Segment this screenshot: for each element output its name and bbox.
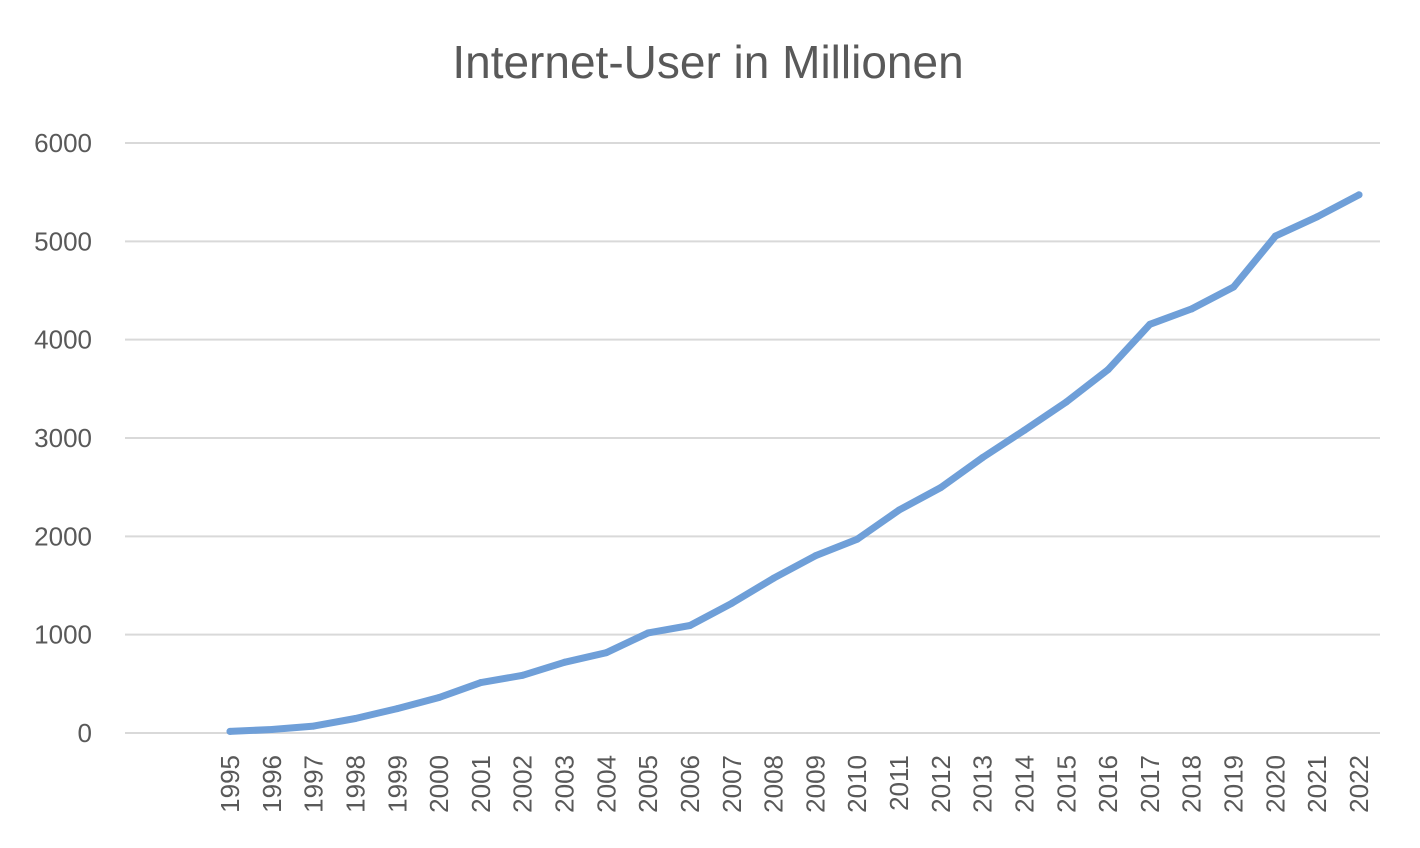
x-tick-label: 2021	[1302, 755, 1332, 813]
x-tick-label: 2015	[1051, 755, 1081, 813]
x-tick-label: 1998	[340, 755, 370, 813]
data-point	[1271, 232, 1279, 240]
x-tick-label: 2014	[1009, 755, 1039, 813]
y-tick-label: 5000	[34, 226, 92, 256]
x-tick-label: 2004	[591, 755, 621, 813]
x-tick-label: 2022	[1344, 755, 1374, 813]
x-tick-label: 2001	[466, 755, 496, 813]
data-point	[979, 453, 987, 461]
data-point	[351, 715, 359, 723]
chart-title: Internet-User in Millionen	[452, 36, 963, 88]
series	[226, 191, 1363, 735]
x-tick-label: 2011	[884, 755, 914, 811]
x-tick-label: 1996	[257, 755, 287, 813]
data-point	[561, 658, 569, 666]
y-tick-label: 0	[78, 718, 92, 748]
x-tick-label: 2017	[1135, 755, 1165, 813]
data-point	[268, 725, 276, 733]
x-tick-label: 2009	[800, 755, 830, 813]
data-point	[1146, 320, 1154, 328]
data-point	[811, 552, 819, 560]
data-point	[895, 506, 903, 514]
y-axis: 0 1000 2000 3000 4000 5000 6000	[34, 128, 92, 748]
y-tick-label: 1000	[34, 620, 92, 650]
x-tick-label: 2006	[675, 755, 705, 813]
data-point	[937, 483, 945, 491]
x-tick-label: 2012	[926, 755, 956, 813]
data-point	[1062, 398, 1070, 406]
y-tick-label: 3000	[34, 423, 92, 453]
y-tick-label: 6000	[34, 128, 92, 158]
data-point	[393, 705, 401, 713]
x-tick-label: 2005	[633, 755, 663, 813]
x-tick-label: 2008	[759, 755, 789, 813]
data-point	[1355, 191, 1363, 199]
data-point	[644, 629, 652, 637]
y-tick-label: 2000	[34, 521, 92, 551]
data-point	[728, 599, 736, 607]
x-tick-label: 1997	[299, 755, 329, 813]
data-point	[853, 535, 861, 543]
x-tick-label: 1995	[215, 755, 245, 813]
x-axis: 1995 1996 1997 1998 1999 2000 2001 2002 2003 2004…	[215, 755, 1374, 813]
data-point	[686, 622, 694, 630]
data-point	[477, 679, 485, 687]
x-tick-label: 2013	[968, 755, 998, 813]
x-tick-label: 2000	[424, 755, 454, 813]
x-tick-label: 2019	[1219, 755, 1249, 813]
x-tick-label: 2007	[717, 755, 747, 813]
data-point	[1230, 283, 1238, 291]
data-point	[1313, 213, 1321, 221]
x-tick-label: 2002	[508, 755, 538, 813]
data-point	[1104, 366, 1112, 374]
data-point	[1188, 305, 1196, 313]
data-point	[770, 574, 778, 582]
x-tick-label: 2016	[1093, 755, 1123, 813]
series-line	[226, 191, 1363, 735]
data-point	[1020, 426, 1028, 434]
y-tick-label: 4000	[34, 325, 92, 355]
x-tick-label: 2003	[550, 755, 580, 813]
x-tick-label: 2020	[1260, 755, 1290, 813]
data-point	[519, 671, 527, 679]
x-tick-label: 2018	[1177, 755, 1207, 813]
data-point	[435, 694, 443, 702]
x-tick-label: 1999	[382, 755, 412, 813]
gridlines	[125, 142, 1380, 734]
data-point	[602, 649, 610, 657]
data-point	[310, 722, 318, 730]
data-point	[226, 727, 234, 735]
x-tick-label: 2010	[842, 755, 872, 813]
